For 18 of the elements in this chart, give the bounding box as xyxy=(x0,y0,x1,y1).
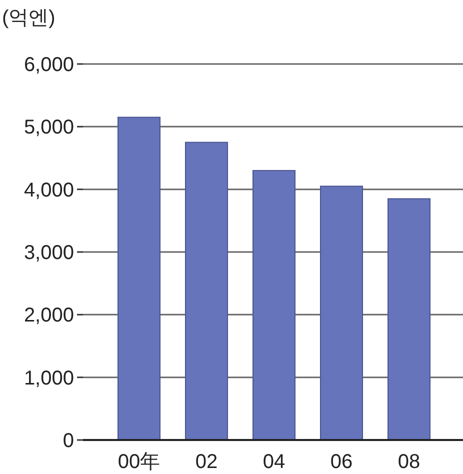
bar xyxy=(252,170,296,440)
bar xyxy=(118,116,160,440)
y-tick-label: 1,000 xyxy=(24,367,74,390)
x-tick-label: 06 xyxy=(330,451,353,473)
y-tick-label: 2,000 xyxy=(24,304,74,327)
y-tick-label: 6,000 xyxy=(24,54,74,76)
y-tick-label: 5,000 xyxy=(24,116,74,139)
x-tick-label: 02 xyxy=(195,451,218,473)
x-tick-label: 00年 xyxy=(118,451,160,473)
y-tick-label: 0 xyxy=(62,430,74,452)
y-tick-label: 4,000 xyxy=(24,179,74,202)
bar xyxy=(320,186,363,440)
x-tick-label: 04 xyxy=(262,451,286,473)
bar xyxy=(388,198,430,440)
y-axis-title: (억엔) xyxy=(2,7,56,29)
x-tick-label: 08 xyxy=(398,451,420,473)
y-tick-label: 3,000 xyxy=(24,242,74,264)
bar xyxy=(185,142,228,440)
